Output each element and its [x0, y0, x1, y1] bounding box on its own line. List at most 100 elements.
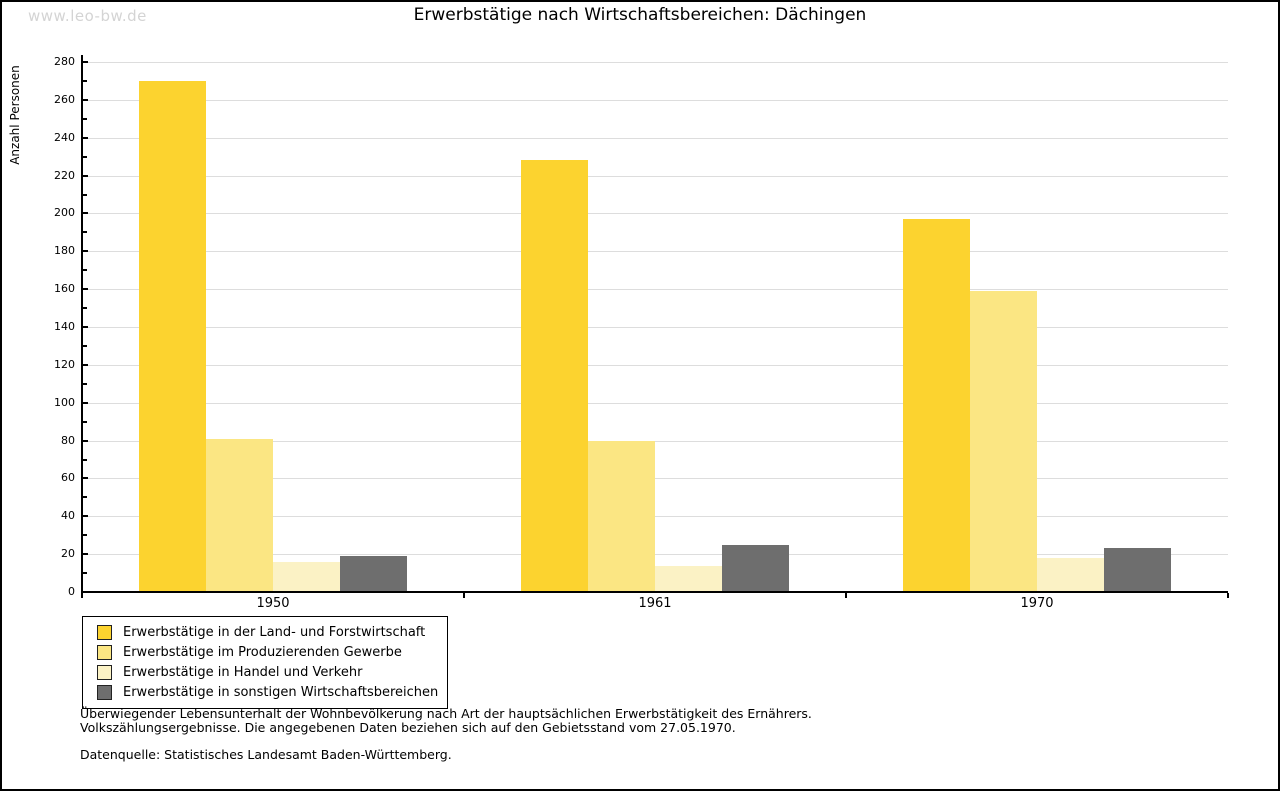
legend-item: Erwerbstätige in der Land- und Forstwirt…: [91, 622, 439, 642]
x-axis-tick: [1227, 593, 1229, 598]
y-axis-tick-label: 200: [54, 206, 75, 220]
y-axis-minor-tick: [82, 572, 87, 575]
plot-area: [82, 62, 1228, 592]
gridline: [82, 516, 1228, 518]
y-axis-minor-tick: [82, 155, 87, 158]
y-axis-major-tick: [82, 553, 88, 556]
footnote-line-2: Volkszählungsergebnisse. Die angegebenen…: [80, 720, 736, 735]
y-axis-major-tick: [82, 591, 88, 593]
chart-title: Erwerbstätige nach Wirtschaftsbereichen:…: [413, 5, 867, 25]
y-axis-major-tick: [82, 288, 88, 291]
x-axis-tick: [845, 593, 847, 598]
y-axis-minor-tick: [82, 420, 87, 423]
y-axis-label: Anzahl Personen: [8, 65, 22, 165]
x-axis-line: [81, 591, 1228, 593]
legend-item-label: Erwerbstätige in sonstigen Wirtschaftsbe…: [123, 684, 439, 700]
y-axis-minor-tick: [82, 307, 87, 310]
y-axis-minor-tick: [82, 382, 87, 385]
bar-1950-series4: [340, 556, 407, 592]
legend-color-swatch: [97, 684, 112, 700]
legend-item: Erwerbstätige in sonstigen Wirtschaftsbe…: [91, 682, 439, 702]
x-axis-category-label: 1970: [1020, 596, 1054, 611]
legend-color-swatch: [97, 644, 112, 660]
y-axis-major-tick: [82, 212, 88, 215]
y-axis-tick-label: 120: [54, 357, 75, 371]
legend-item-label: Erwerbstätige in der Land- und Forstwirt…: [123, 624, 426, 640]
bar-1970-series2: [970, 291, 1037, 592]
gridline: [82, 327, 1228, 328]
y-axis-tick-label: 20: [61, 547, 75, 561]
gridline: [82, 137, 1228, 139]
gridline: [82, 478, 1228, 480]
gridline: [82, 440, 1228, 442]
gridline: [82, 289, 1228, 291]
bar-1961-series3: [655, 565, 722, 592]
y-axis-major-tick: [82, 61, 88, 63]
y-axis-tick-label: 80: [61, 433, 75, 447]
data-source-note: Datenquelle: Statistisches Landesamt Bad…: [80, 747, 452, 762]
y-axis-major-tick: [82, 326, 88, 328]
x-axis-tick: [81, 593, 83, 598]
y-axis-major-tick: [82, 477, 88, 480]
y-axis-tick-label: 40: [61, 509, 75, 523]
y-axis-tick-label: 280: [54, 55, 75, 68]
footnote-line-1: Überwiegender Lebensunterhalt der Wohnbe…: [80, 706, 812, 721]
y-axis-major-tick: [82, 401, 88, 404]
y-axis-minor-tick: [82, 269, 87, 272]
y-axis-major-tick: [82, 136, 88, 139]
legend-item: Erwerbstätige in Handel und Verkehr: [91, 662, 439, 682]
y-axis-line: [81, 55, 83, 592]
bar-1961-series1: [521, 160, 588, 592]
x-axis-tick: [463, 593, 465, 598]
bar-1961-series4: [722, 544, 789, 592]
gridline: [82, 364, 1228, 366]
y-axis-minor-tick: [82, 193, 87, 196]
y-axis-minor-tick: [82, 534, 87, 537]
y-axis-tick-label: 180: [54, 244, 75, 258]
bar-1970-series4: [1104, 548, 1171, 592]
gridline: [82, 62, 1228, 63]
gridline: [82, 175, 1228, 177]
site-watermark: www.leo-bw.de: [28, 7, 147, 25]
gridline: [82, 402, 1228, 404]
bar-1950-series1: [139, 80, 206, 592]
y-axis-minor-tick: [82, 117, 87, 120]
y-axis-major-tick: [82, 98, 88, 101]
footnotes: Überwiegender Lebensunterhalt der Wohnbe…: [80, 707, 812, 762]
gridline: [82, 554, 1228, 556]
x-axis-category-label: 1950: [256, 596, 290, 611]
legend-color-swatch: [97, 624, 112, 640]
y-axis-tick-label: 140: [54, 320, 75, 333]
legend-item-label: Erwerbstätige im Produzierenden Gewerbe: [123, 644, 402, 660]
y-axis-minor-tick: [82, 496, 87, 499]
y-axis-minor-tick: [82, 458, 87, 461]
y-axis-tick-label: 0: [68, 585, 75, 598]
y-axis-major-tick: [82, 363, 88, 366]
bar-1961-series2: [588, 440, 655, 592]
y-axis-minor-tick: [82, 344, 87, 347]
y-axis-minor-tick: [82, 231, 87, 234]
bar-1950-series2: [206, 438, 273, 592]
y-axis-major-tick: [82, 515, 88, 518]
x-axis-category-label: 1961: [638, 596, 672, 611]
y-axis-major-tick: [82, 439, 88, 442]
y-axis-tick-label: 260: [54, 92, 75, 106]
legend-item: Erwerbstätige im Produzierenden Gewerbe: [91, 642, 439, 662]
y-axis-tick-label: 220: [54, 168, 75, 182]
y-axis-major-tick: [82, 250, 88, 253]
y-axis-tick-label: 60: [61, 471, 75, 485]
bar-1970-series3: [1037, 557, 1104, 592]
bar-1950-series3: [273, 561, 340, 592]
legend-item-label: Erwerbstätige in Handel und Verkehr: [123, 664, 363, 680]
gridline: [82, 213, 1228, 215]
legend-color-swatch: [97, 664, 112, 680]
y-axis-minor-tick: [82, 79, 87, 82]
y-axis-tick-label: 240: [54, 130, 75, 144]
y-axis-tick-label: 160: [54, 282, 75, 296]
legend-box: Erwerbstätige in der Land- und Forstwirt…: [82, 616, 448, 709]
gridline: [82, 99, 1228, 101]
y-axis-major-tick: [82, 174, 88, 177]
gridline: [82, 251, 1228, 253]
bar-1970-series1: [903, 219, 970, 592]
y-axis-tick-label: 100: [54, 395, 75, 409]
